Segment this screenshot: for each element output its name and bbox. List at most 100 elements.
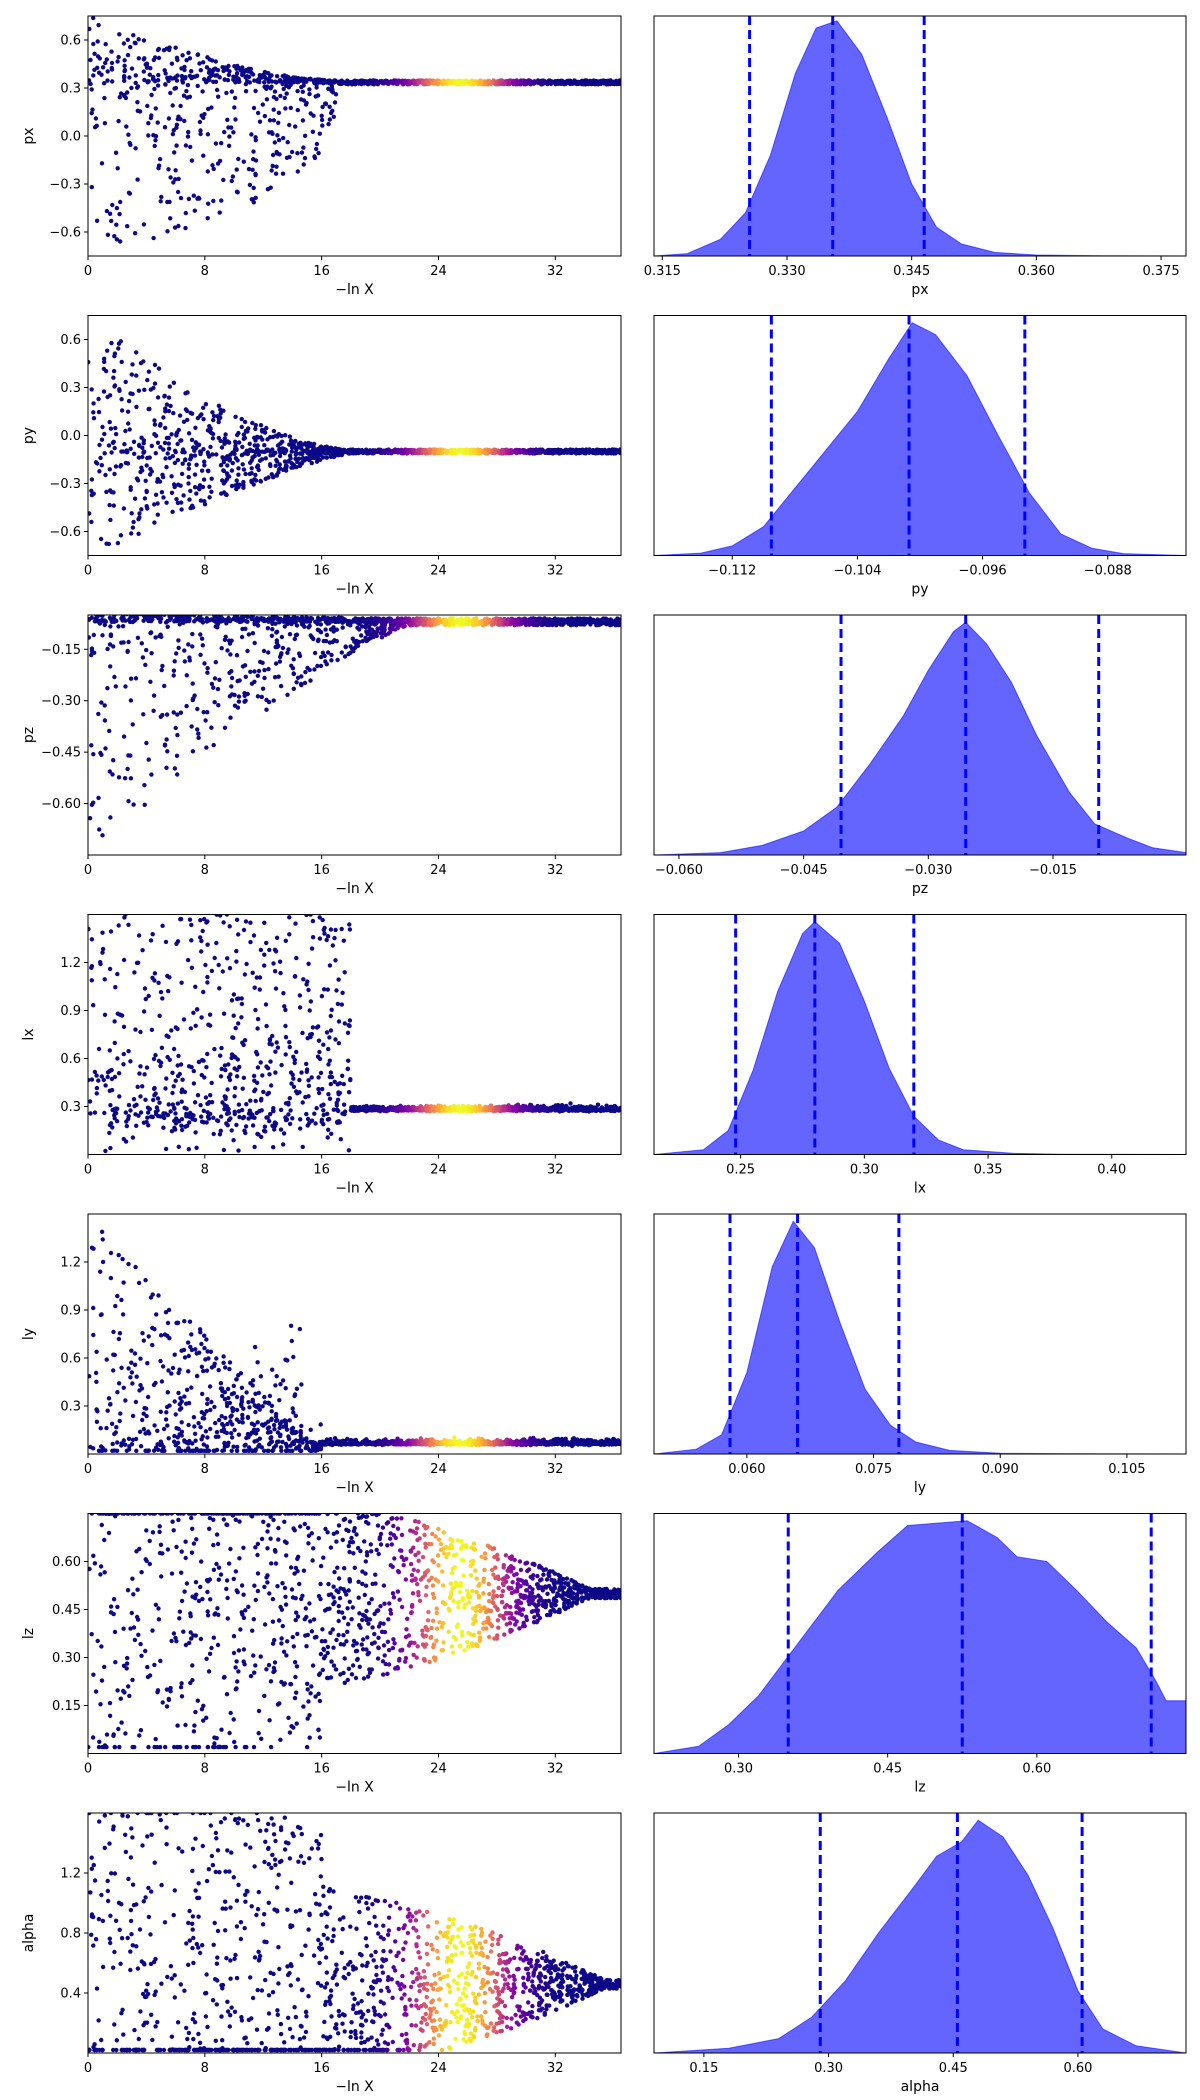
- sample-point: [163, 406, 168, 411]
- sample-point: [204, 79, 209, 84]
- sample-point: [165, 624, 170, 629]
- sample-point: [409, 622, 414, 627]
- sample-point: [523, 617, 528, 622]
- sample-point: [204, 745, 209, 750]
- sample-point: [122, 442, 127, 447]
- sample-point: [156, 46, 162, 52]
- sample-point: [468, 80, 473, 86]
- sample-point: [121, 616, 126, 621]
- sample-point: [265, 187, 271, 192]
- y-tick-label: −0.3: [49, 477, 81, 492]
- sample-point: [170, 103, 175, 108]
- sample-point: [188, 410, 193, 416]
- sample-point: [246, 449, 251, 454]
- sample-point: [103, 60, 108, 66]
- sample-point: [91, 632, 97, 638]
- sample-point: [152, 86, 157, 92]
- scatter-panel-py: 0 8 16 24 32−0.6−0.30.00.30.6py−ln X: [21, 315, 622, 598]
- sample-point: [167, 199, 172, 205]
- sample-point: [262, 443, 267, 448]
- sample-point: [173, 177, 178, 182]
- sample-point: [185, 417, 190, 423]
- sample-point: [89, 477, 95, 482]
- sample-point: [121, 41, 127, 46]
- sample-point: [237, 482, 242, 487]
- sample-point: [234, 167, 239, 172]
- sample-point: [115, 166, 120, 171]
- sample-point: [189, 437, 195, 443]
- sample-point: [343, 644, 348, 650]
- sample-point: [158, 422, 163, 427]
- sample-point: [89, 743, 94, 748]
- sample-point: [322, 616, 327, 622]
- sample-point: [173, 45, 178, 50]
- sample-point: [206, 201, 211, 206]
- sample-point: [162, 440, 168, 446]
- sample-point: [407, 449, 412, 454]
- sample-point: [209, 725, 214, 730]
- sample-point: [144, 740, 149, 746]
- sample-point: [168, 216, 173, 221]
- sample-point: [276, 467, 282, 472]
- sample-point: [416, 621, 421, 626]
- sample-point: [161, 48, 167, 53]
- scatter-points: [88, 914, 621, 1154]
- x-tick-label: −0.045: [780, 863, 828, 878]
- sample-point: [316, 1086, 321, 1092]
- sample-point: [146, 757, 151, 762]
- sample-point: [266, 475, 271, 480]
- sample-point: [307, 91, 312, 97]
- sample-point: [130, 525, 136, 530]
- sample-point: [163, 71, 168, 76]
- sample-point: [151, 235, 156, 241]
- sample-point: [228, 652, 233, 657]
- sample-point: [113, 684, 119, 689]
- sample-point: [127, 191, 133, 196]
- sample-point: [269, 130, 274, 135]
- sample-point: [229, 89, 234, 94]
- sample-point: [218, 411, 223, 416]
- sample-point: [291, 671, 296, 676]
- sample-point: [165, 229, 170, 234]
- sample-point: [271, 428, 277, 434]
- sample-point: [332, 454, 337, 459]
- sample-point: [172, 618, 177, 624]
- sample-point: [156, 55, 162, 61]
- sample-point: [257, 119, 263, 124]
- sample-point: [175, 732, 180, 738]
- sample-point: [225, 117, 230, 123]
- sample-point: [88, 1111, 93, 1116]
- sample-point: [264, 97, 270, 102]
- sample-point: [142, 387, 147, 392]
- sample-point: [136, 455, 141, 460]
- sample-point: [604, 80, 609, 85]
- sample-point: [351, 649, 356, 654]
- sample-point: [207, 495, 212, 500]
- sample-point: [196, 731, 201, 736]
- sample-point: [242, 419, 248, 425]
- sample-point: [226, 440, 232, 445]
- sample-point: [255, 1065, 261, 1070]
- sample-point: [128, 615, 133, 620]
- sample-point: [271, 1145, 276, 1150]
- sample-point: [502, 81, 507, 87]
- sample-point: [249, 466, 254, 471]
- sample-point: [153, 451, 158, 456]
- sample-point: [519, 78, 525, 84]
- sample-point: [339, 926, 344, 932]
- sample-point: [219, 1066, 224, 1072]
- sample-point: [246, 166, 252, 172]
- sample-point: [109, 340, 114, 346]
- sample-point: [116, 346, 121, 351]
- sample-point: [152, 432, 157, 437]
- sample-point: [265, 437, 270, 442]
- sample-point: [325, 1111, 330, 1117]
- sample-point: [523, 80, 528, 86]
- sample-point: [152, 381, 158, 386]
- sample-point: [233, 414, 238, 419]
- sample-point: [124, 448, 129, 453]
- sample-point: [92, 650, 97, 655]
- sample-point: [232, 105, 237, 110]
- sample-point: [280, 645, 286, 651]
